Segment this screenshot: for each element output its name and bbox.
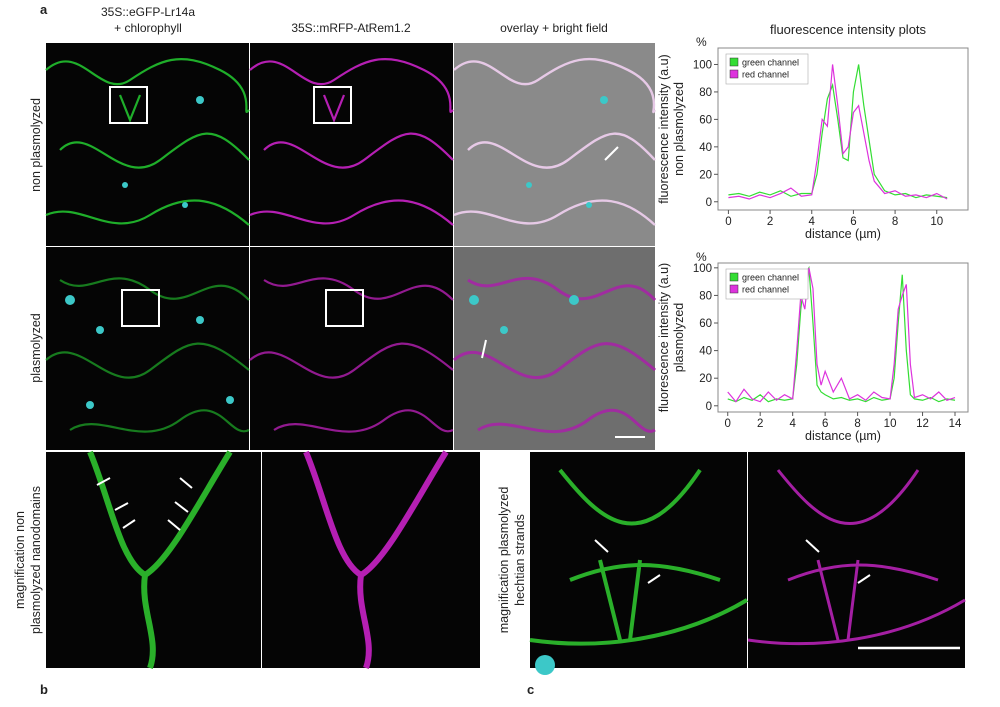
y-tick-label: 60 [699, 114, 712, 126]
magnification-label: hechtian strands [513, 514, 527, 606]
micrograph [45, 43, 250, 246]
y-axis-label: fluorescence intensity (a.u) [657, 263, 671, 412]
micrograph [46, 450, 261, 670]
legend-box [725, 53, 809, 85]
x-tick-label: 14 [949, 418, 962, 430]
x-tick-label: 8 [854, 418, 860, 430]
x-tick-label: 0 [725, 216, 731, 228]
y-tick-label: 40 [699, 346, 712, 358]
x-axis-label: distance (µm) [805, 227, 881, 241]
legend-swatch [729, 284, 739, 294]
row-label: plasmolyzed [29, 313, 43, 383]
micrograph [529, 452, 749, 675]
legend-label: green channel [742, 58, 799, 68]
x-tick-label: 12 [916, 418, 929, 430]
column-header: 35S::eGFP-Lr14a [101, 5, 195, 19]
row-label: non plasmolyzed [29, 98, 43, 192]
micrograph [45, 247, 250, 450]
micrograph [262, 450, 480, 670]
data-line [728, 64, 948, 199]
y-tick-label: 60 [699, 318, 712, 330]
y-tick-label: 80 [699, 290, 712, 302]
column-header: overlay + bright field [500, 21, 608, 35]
data-line [727, 267, 956, 403]
legend-box [725, 268, 809, 300]
legend-label: green channel [742, 273, 799, 283]
legend-swatch [729, 272, 739, 282]
x-tick-label: 0 [725, 418, 731, 430]
x-tick-label: 4 [809, 216, 816, 228]
y-tick-label: 40 [699, 142, 712, 154]
y-axis-label: non plasmolyzed [672, 82, 686, 176]
y-unit: % [696, 250, 707, 264]
legend-swatch [729, 57, 739, 67]
y-tick-label: 100 [693, 59, 712, 71]
micrograph [747, 452, 966, 668]
legend-swatch [729, 69, 739, 79]
legend-label: red channel [742, 70, 789, 80]
panel-label: b [40, 682, 48, 697]
y-axis-label: plasmolyzed [672, 303, 686, 373]
y-tick-label: 20 [699, 169, 712, 181]
chart-title: fluorescence intensity plots [770, 22, 927, 37]
magnification-label: plasmolyzed nanodomains [29, 486, 43, 634]
x-tick-label: 10 [884, 418, 897, 430]
x-tick-label: 8 [892, 216, 898, 228]
magnification-label: magnification plasmolyzed [497, 487, 511, 634]
x-tick-label: 10 [930, 216, 943, 228]
x-tick-label: 4 [789, 418, 796, 430]
x-tick-label: 2 [767, 216, 773, 228]
panel-label: c [527, 682, 534, 697]
x-tick-label: 2 [757, 418, 763, 430]
micrograph [453, 247, 657, 450]
y-tick-label: 80 [699, 87, 712, 99]
micrograph [453, 43, 656, 246]
y-tick-label: 0 [706, 197, 712, 209]
y-tick-label: 20 [699, 373, 712, 385]
legend-label: red channel [742, 285, 789, 295]
micrograph [249, 247, 454, 450]
y-tick-label: 0 [706, 401, 712, 413]
data-line [728, 64, 948, 200]
x-axis-label: distance (µm) [805, 429, 881, 443]
micrograph [249, 43, 454, 246]
x-tick-label: 6 [850, 216, 856, 228]
y-unit: % [696, 35, 707, 49]
magnification-label: magnification non [13, 511, 27, 609]
y-axis-label: fluorescence intensity (a.u) [657, 54, 671, 203]
y-tick-label: 100 [693, 263, 712, 275]
column-header: + chlorophyll [114, 21, 182, 35]
column-header: 35S::mRFP-AtRem1.2 [291, 21, 411, 35]
x-tick-label: 6 [822, 418, 828, 430]
panel-label: a [40, 2, 48, 17]
